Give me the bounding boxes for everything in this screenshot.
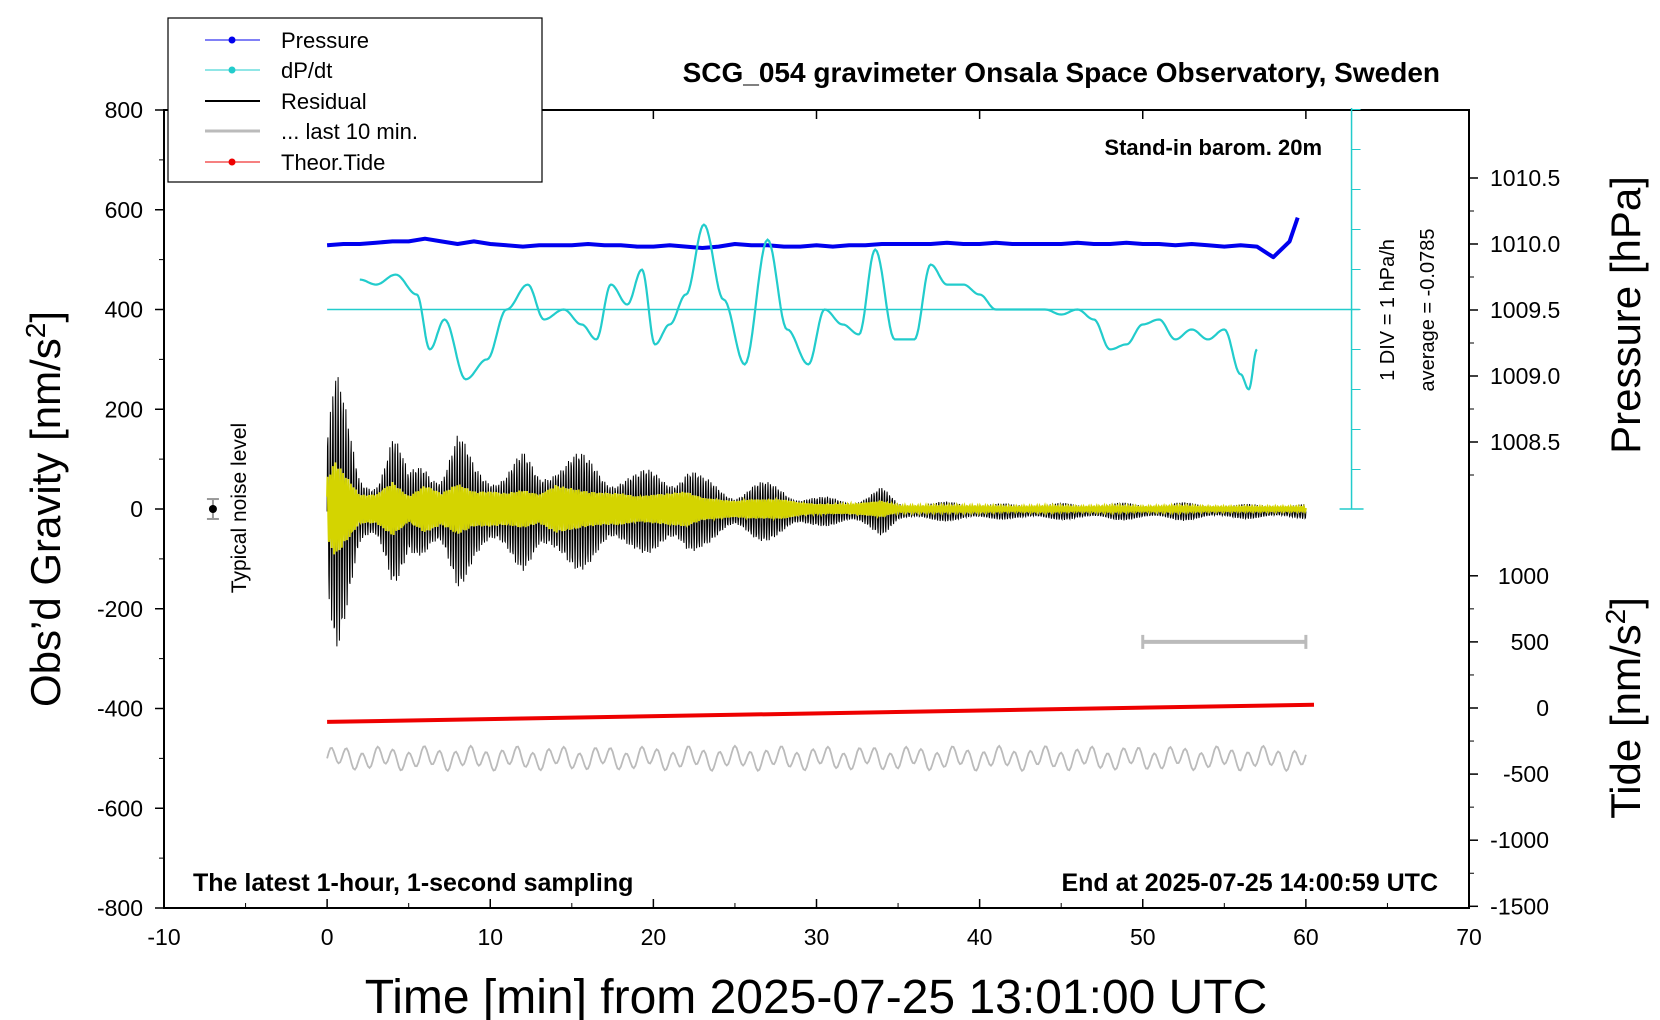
noise-point xyxy=(208,505,217,513)
tick-marks xyxy=(155,109,1478,909)
barometer-note: Stand-in barom. 20m xyxy=(1104,135,1322,160)
gravity-title-main: Obs’d Gravity [nm/s xyxy=(22,338,69,707)
legend-label-tide: Theor.Tide xyxy=(281,150,385,175)
tide-tick-label: 0 xyxy=(1536,695,1549,721)
dpdt-scale-label: 1 DIV = 1 hPa/h xyxy=(1377,239,1399,381)
legend: Pressure dP/dt Residual ... last 10 min.… xyxy=(167,17,543,183)
pressure-tick-label: 1009.0 xyxy=(1490,363,1560,389)
dpdt-average-label: average = -0.0785 xyxy=(1417,229,1439,392)
y-tick-label: 600 xyxy=(105,197,143,223)
tide-tick-label: 500 xyxy=(1511,629,1549,655)
pressure-tick-label: 1009.5 xyxy=(1490,297,1560,323)
tide-title-main: Tide [nm/s xyxy=(1602,624,1649,819)
y-tick-label: -800 xyxy=(97,895,143,921)
pressure-tick-label: 1010.0 xyxy=(1490,231,1560,257)
tide-title-end: ] xyxy=(1602,597,1649,609)
x-tick-label: 30 xyxy=(804,924,830,950)
last-10-min-line xyxy=(326,744,1307,773)
legend-marker-pressure xyxy=(228,36,236,44)
y-tick-label: 0 xyxy=(130,496,143,522)
legend-label-dpdt: dP/dt xyxy=(281,58,332,83)
end-time-note: End at 2025-07-25 14:00:59 UTC xyxy=(1061,869,1438,897)
tide-title-sup: 2 xyxy=(1600,609,1631,625)
y-tick-label: 200 xyxy=(105,396,143,422)
y-axis-title-pressure: Pressure [hPa] xyxy=(1602,176,1649,454)
tide-tick-label: 1000 xyxy=(1498,563,1549,589)
tick-labels: -10 0 10 20 30 40 50 60 70 800 600 400 200 0 -200 -400 -… xyxy=(97,97,1560,950)
x-tick-label: 70 xyxy=(1456,924,1482,950)
legend-label-pressure: Pressure xyxy=(281,28,369,53)
y-tick-label: -600 xyxy=(97,795,143,821)
gravity-title-sup: 2 xyxy=(20,323,51,339)
x-axis-title: Time [min] from 2025-07-25 13:01:00 UTC xyxy=(365,971,1268,1020)
pressure-tick-label: 1010.5 xyxy=(1490,165,1560,191)
x-tick-label: 10 xyxy=(477,924,503,950)
tide-tick-label: -1000 xyxy=(1490,827,1549,853)
legend-item-dpdt: dP/dt xyxy=(205,58,332,83)
legend-item-tide: Theor.Tide xyxy=(205,150,385,175)
x-tick-label: 50 xyxy=(1130,924,1156,950)
legend-label-last10: ... last 10 min. xyxy=(281,119,418,144)
x-tick-label: 60 xyxy=(1293,924,1319,950)
pressure-tick-label: 1008.5 xyxy=(1490,429,1560,455)
y-tick-label: -400 xyxy=(97,696,143,722)
y-axis-title-gravity: Obs’d Gravity [nm/s2] xyxy=(20,311,70,707)
chart-title: SCG_054 gravimeter Onsala Space Observat… xyxy=(683,57,1440,88)
legend-marker-tide xyxy=(228,158,236,166)
gravity-title-end: ] xyxy=(22,311,69,323)
tide-tick-label: -1500 xyxy=(1490,893,1549,919)
x-tick-label: 20 xyxy=(641,924,667,950)
data-series xyxy=(206,108,1364,773)
x-tick-label: -10 xyxy=(147,924,180,950)
legend-item-last10: ... last 10 min. xyxy=(205,119,418,144)
x-tick-label: 40 xyxy=(967,924,993,950)
sampling-note: The latest 1-hour, 1-second sampling xyxy=(193,869,633,897)
y-axis-title-tide: Tide [nm/s2] xyxy=(1600,597,1650,819)
noise-level-label: Typical noise level xyxy=(228,423,251,593)
legend-marker-dpdt xyxy=(228,66,236,74)
legend-label-residual: Residual xyxy=(281,89,367,114)
x-tick-label: 0 xyxy=(321,924,334,950)
dpdt-line xyxy=(359,223,1258,391)
y-tick-label: -200 xyxy=(97,596,143,622)
tide-tick-label: -500 xyxy=(1503,761,1549,787)
legend-item-residual: Residual xyxy=(205,89,367,114)
y-tick-label: 400 xyxy=(105,297,143,323)
pressure-line xyxy=(326,216,1300,260)
filtered-residual-line xyxy=(326,462,1307,555)
theor-tide-line xyxy=(327,702,1315,724)
y-tick-label: 800 xyxy=(105,97,143,123)
legend-item-pressure: Pressure xyxy=(205,28,369,53)
